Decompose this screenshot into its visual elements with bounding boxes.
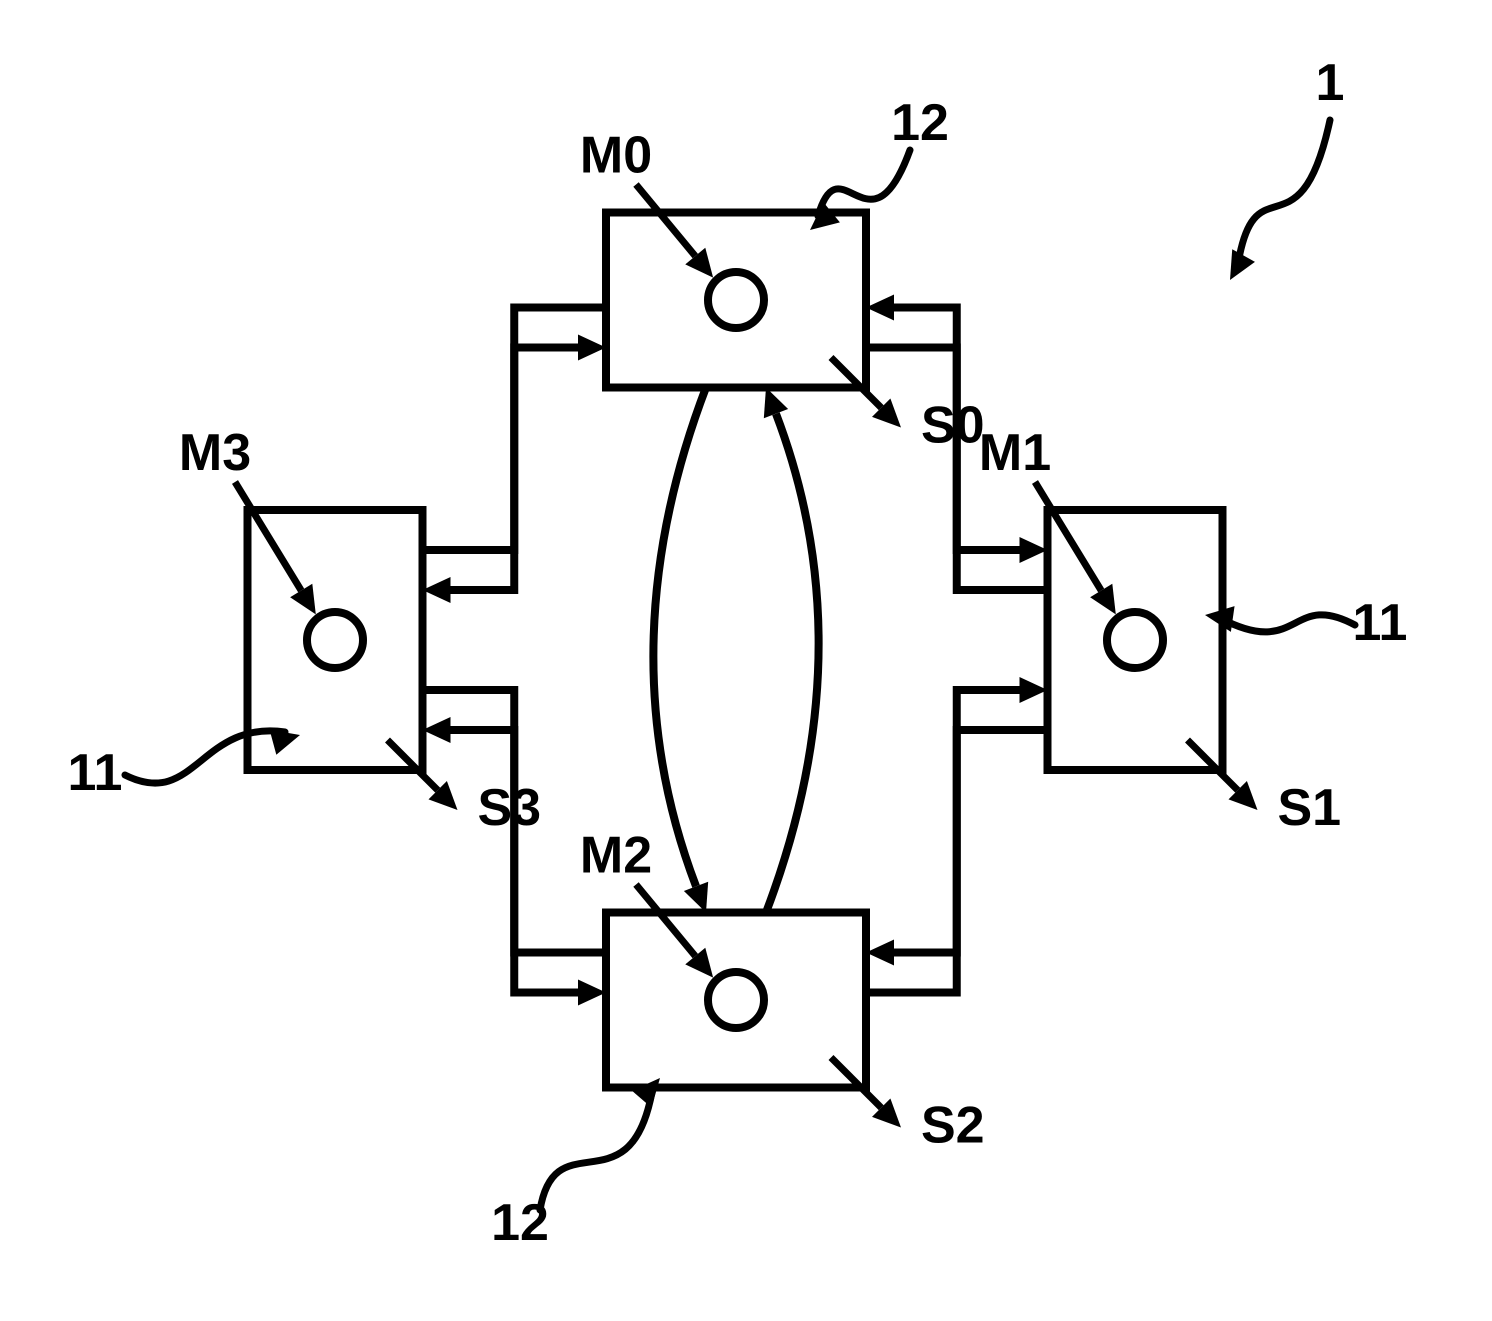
network-diagram: M0 S0M1 S1 M2 S2 M3 S3 1 12 12 11 11 [0, 0, 1492, 1321]
node-n2 [606, 913, 866, 1088]
nodes-layer [248, 213, 1223, 1088]
node-n0 [606, 213, 866, 388]
node-n3-port [307, 612, 363, 668]
callout-label-c11b: 11 [68, 744, 123, 802]
callout-c1 [1230, 120, 1330, 280]
label-n0-m: M0 [580, 127, 652, 185]
label-n3-m: M3 [179, 424, 251, 482]
label-n1-m: M1 [979, 424, 1051, 482]
label-n2-s: S2 [921, 1097, 985, 1155]
callout-label-c1: 1 [1316, 54, 1345, 112]
label-n1-s: S1 [1278, 779, 1342, 837]
node-n0-port [708, 272, 764, 328]
label-n2-m: M2 [580, 827, 652, 885]
callout-label-c12a: 12 [891, 94, 949, 152]
node-n2-port [708, 972, 764, 1028]
callout-c11a [1205, 606, 1355, 632]
callout-c12b [540, 1078, 660, 1210]
label-n0-s: S0 [921, 397, 985, 455]
curve-n0-n2 [653, 388, 708, 913]
curve-n2-n0 [764, 388, 819, 913]
callout-label-c11a: 11 [1353, 594, 1408, 652]
node-n1-port [1107, 612, 1163, 668]
label-n3-s: S3 [478, 779, 542, 837]
callout-label-c12b: 12 [491, 1194, 549, 1252]
